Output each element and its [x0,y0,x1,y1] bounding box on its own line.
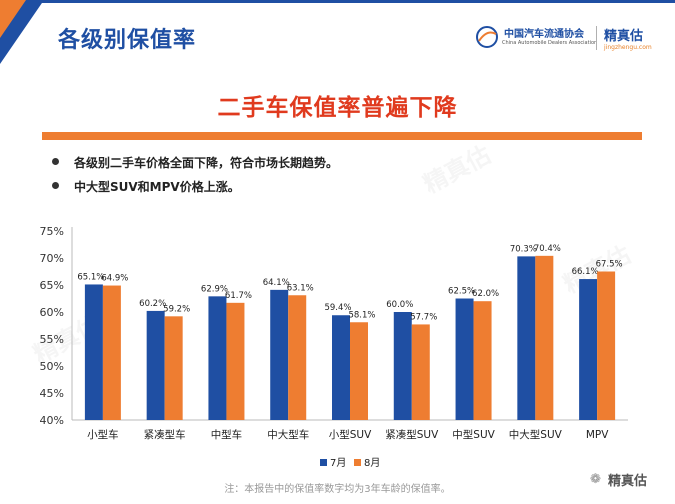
x-tick-label: 小型车 [87,428,119,441]
jzg-logo-text: 精真估 [604,29,644,44]
x-tick-label: 紧凑型车 [144,428,186,441]
logo-separator [596,26,597,50]
bar [535,255,554,420]
jzg-logo-url: jingzhengu.com [604,44,652,51]
x-tick-label: 紧凑型SUV [385,428,439,441]
bar [288,295,307,420]
bar [579,279,598,420]
data-label: 62.5% [448,287,475,297]
bar [84,284,103,420]
y-tick-label: 45% [40,387,64,400]
data-label: 58.1% [348,310,375,320]
data-label: 59.4% [324,303,351,313]
headline-rule [42,132,642,140]
bar [164,316,183,420]
data-label: 62.0% [472,289,499,299]
bar [393,312,412,420]
data-label: 70.3% [510,244,537,254]
data-label: 61.7% [225,291,252,301]
legend-swatch [354,459,361,466]
x-tick-label: 中型SUV [452,428,495,441]
y-tick-label: 70% [40,252,64,265]
headline: 二手车保值率普遍下降 [217,95,458,121]
x-tick-label: MPV [586,429,609,441]
legend-swatch [320,459,327,466]
data-label: 64.9% [101,274,128,284]
data-label: 60.0% [386,300,413,310]
bar [332,315,350,420]
corner-tab-decoration [0,0,44,64]
data-label: 64.1% [263,278,290,288]
bar [208,296,227,420]
logo-block: 中国汽车流通协会 China Automobile Dealers Associ… [474,22,664,56]
data-label: 59.2% [163,304,190,314]
bar [411,324,430,420]
bar [473,301,492,420]
bullet-dot-icon [52,182,59,189]
footnote: 注：本报告中的保值率数字均为3年车龄的保值率。 [224,484,451,495]
x-tick-label: 中大型SUV [509,428,563,441]
y-tick-label: 55% [40,333,64,346]
data-label: 66.1% [572,267,599,277]
data-label: 63.1% [287,283,314,293]
page-title: 各级别保值率 [58,28,197,53]
legend-label: 8月 [364,457,380,469]
data-label: 62.9% [201,284,228,294]
x-tick-label: 中大型车 [267,428,309,441]
bar [146,310,165,420]
cada-logo-text: 中国汽车流通协会 [504,29,584,40]
wechat-icon: ❁ [590,472,601,487]
data-label: 57.7% [410,312,437,322]
bullet-text: 中大型SUV和MPV价格上涨。 [74,180,240,194]
bar [226,302,245,420]
data-label: 67.5% [596,260,623,270]
bar [102,285,121,420]
y-tick-label: 60% [40,306,64,319]
cada-logo-subtext: China Automobile Dealers Association [502,40,598,46]
bullet-text: 各级别二手车价格全面下降，符合市场长期趋势。 [74,156,339,170]
y-tick-label: 50% [40,360,64,373]
bar [350,322,368,420]
top-accent-bar [0,0,675,3]
bar [517,256,536,420]
bar [455,298,474,420]
data-label: 60.2% [139,299,166,309]
y-tick-label: 40% [40,414,64,427]
y-tick-label: 75% [40,225,64,238]
bullet-dot-icon [52,158,59,165]
data-label: 70.4% [534,244,561,254]
x-tick-label: 中型车 [211,428,243,441]
bar [270,289,289,420]
data-label: 65.1% [77,272,104,282]
bar [597,271,616,420]
bottom-brand-text: 精真估 [608,474,648,489]
x-tick-label: 小型SUV [329,428,372,441]
cada-logo-icon [476,26,498,48]
y-tick-label: 65% [40,279,64,292]
legend-label: 7月 [330,457,346,469]
